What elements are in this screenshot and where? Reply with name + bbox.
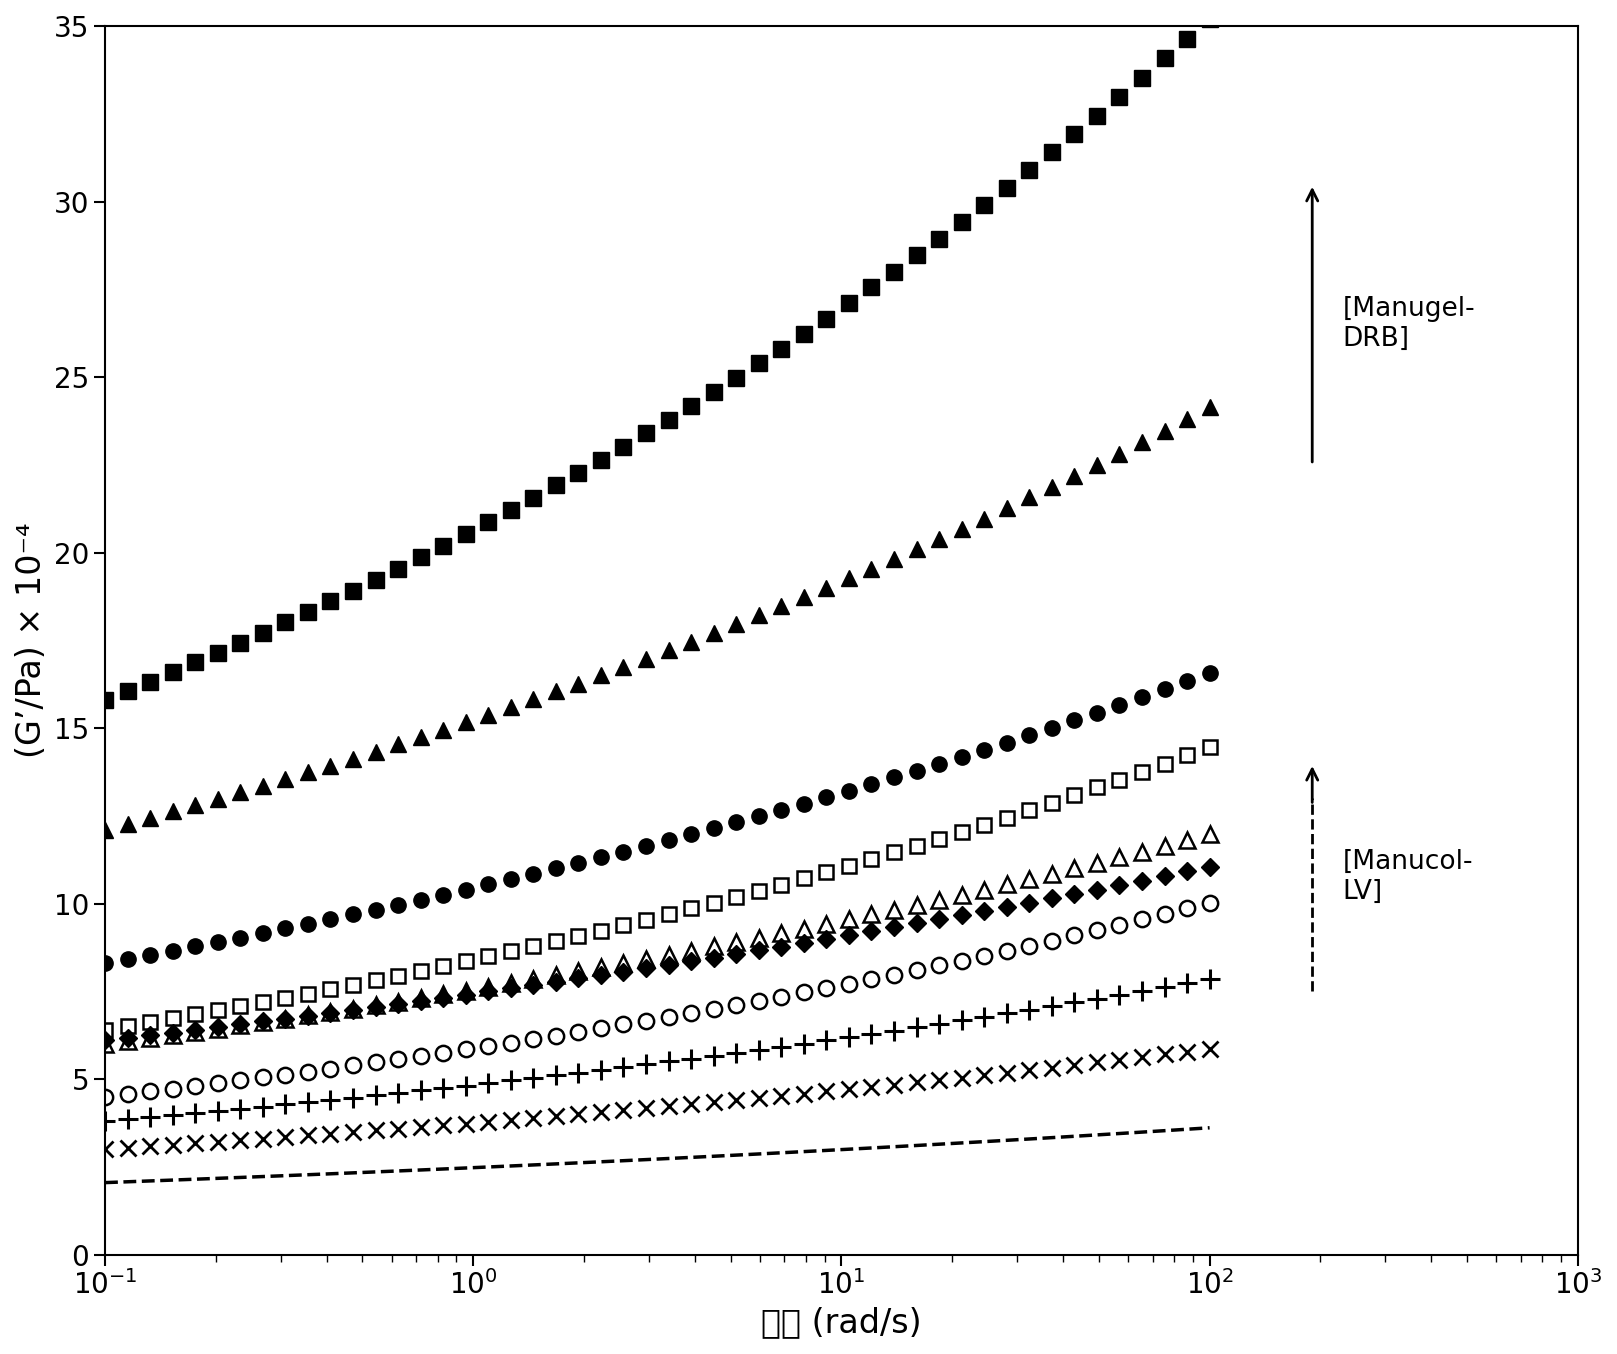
Text: [Manucol-
LV]: [Manucol- LV] bbox=[1342, 849, 1473, 906]
Y-axis label: (G’/Pa) × 10⁻⁴: (G’/Pa) × 10⁻⁴ bbox=[15, 523, 49, 758]
Text: [Manugel-
DRB]: [Manugel- DRB] bbox=[1342, 297, 1475, 352]
X-axis label: 频率 (rad/s): 频率 (rad/s) bbox=[762, 1307, 922, 1339]
